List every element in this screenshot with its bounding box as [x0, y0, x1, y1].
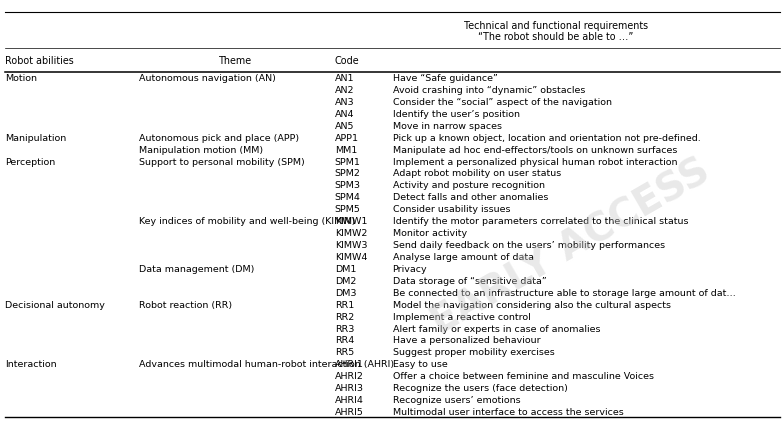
- Text: “The robot should be able to …”: “The robot should be able to …”: [479, 32, 633, 42]
- Text: Robot abilities: Robot abilities: [5, 56, 74, 66]
- Text: Have “Safe guidance”: Have “Safe guidance”: [393, 74, 497, 83]
- Text: EARLY ACCESS: EARLY ACCESS: [425, 152, 717, 342]
- Text: KIMW4: KIMW4: [335, 252, 367, 261]
- Text: RR2: RR2: [335, 312, 354, 321]
- Text: SPM3: SPM3: [335, 181, 361, 190]
- Text: Monitor activity: Monitor activity: [393, 229, 467, 238]
- Text: Perception: Perception: [5, 157, 55, 166]
- Text: Detect falls and other anomalies: Detect falls and other anomalies: [393, 193, 548, 202]
- Text: Easy to use: Easy to use: [393, 360, 447, 368]
- Text: Code: Code: [335, 56, 359, 66]
- Text: Robot reaction (RR): Robot reaction (RR): [139, 300, 232, 309]
- Text: Manipulate ad hoc end-effectors/tools on unknown surfaces: Manipulate ad hoc end-effectors/tools on…: [393, 145, 677, 154]
- Text: RR3: RR3: [335, 324, 354, 333]
- Text: RR4: RR4: [335, 336, 354, 345]
- Text: Data storage of “sensitive data”: Data storage of “sensitive data”: [393, 276, 547, 285]
- Text: AN2: AN2: [335, 86, 354, 95]
- Text: Recognize users’ emotions: Recognize users’ emotions: [393, 395, 520, 404]
- Text: Adapt robot mobility on user status: Adapt robot mobility on user status: [393, 169, 561, 178]
- Text: SPM1: SPM1: [335, 157, 361, 166]
- Text: AN3: AN3: [335, 98, 354, 106]
- Text: Send daily feedback on the users’ mobility performances: Send daily feedback on the users’ mobili…: [393, 240, 665, 250]
- Text: RR5: RR5: [335, 348, 354, 357]
- Text: KIMW3: KIMW3: [335, 240, 368, 250]
- Text: Key indices of mobility and well-being (KIMW): Key indices of mobility and well-being (…: [139, 217, 356, 226]
- Text: SPM2: SPM2: [335, 169, 361, 178]
- Text: Implement a personalized physical human robot interaction: Implement a personalized physical human …: [393, 157, 677, 166]
- Text: AN5: AN5: [335, 121, 354, 130]
- Text: Decisional autonomy: Decisional autonomy: [5, 300, 105, 309]
- Text: AN1: AN1: [335, 74, 354, 83]
- Text: DM1: DM1: [335, 264, 356, 273]
- Text: Pick up a known object, location and orientation not pre-defined.: Pick up a known object, location and ori…: [393, 133, 701, 142]
- Text: APP1: APP1: [335, 133, 359, 142]
- Text: Technical and functional requirements: Technical and functional requirements: [464, 21, 648, 31]
- Text: Consider usability issues: Consider usability issues: [393, 205, 510, 214]
- Text: Manipulation motion (MM): Manipulation motion (MM): [139, 145, 264, 154]
- Text: Avoid crashing into “dynamic” obstacles: Avoid crashing into “dynamic” obstacles: [393, 86, 585, 95]
- Text: SPM5: SPM5: [335, 205, 361, 214]
- Text: Data management (DM): Data management (DM): [139, 264, 255, 273]
- Text: Offer a choice between feminine and masculine Voices: Offer a choice between feminine and masc…: [393, 371, 654, 380]
- Text: Implement a reactive control: Implement a reactive control: [393, 312, 530, 321]
- Text: Support to personal mobility (SPM): Support to personal mobility (SPM): [139, 157, 305, 166]
- Text: AHRI4: AHRI4: [335, 395, 364, 404]
- Text: KIMW2: KIMW2: [335, 229, 367, 238]
- Text: SPM4: SPM4: [335, 193, 361, 202]
- Text: Be connected to an infrastructure able to storage large amount of dat…: Be connected to an infrastructure able t…: [393, 288, 735, 297]
- Text: Activity and posture recognition: Activity and posture recognition: [393, 181, 544, 190]
- Text: MM1: MM1: [335, 145, 357, 154]
- Text: Recognize the users (face detection): Recognize the users (face detection): [393, 383, 568, 392]
- Text: DM3: DM3: [335, 288, 356, 297]
- Text: Suggest proper mobility exercises: Suggest proper mobility exercises: [393, 348, 554, 357]
- Text: Autonomous pick and place (APP): Autonomous pick and place (APP): [139, 133, 300, 142]
- Text: AN4: AN4: [335, 109, 354, 118]
- Text: Analyse large amount of data: Analyse large amount of data: [393, 252, 533, 261]
- Text: AHRI1: AHRI1: [335, 360, 364, 368]
- Text: Advances multimodal human-robot interaction (AHRI): Advances multimodal human-robot interact…: [139, 360, 394, 368]
- Text: KIMW1: KIMW1: [335, 217, 367, 226]
- Text: Autonomous navigation (AN): Autonomous navigation (AN): [139, 74, 276, 83]
- Text: Manipulation: Manipulation: [5, 133, 66, 142]
- Text: Interaction: Interaction: [5, 360, 56, 368]
- Text: Privacy: Privacy: [393, 264, 427, 273]
- Text: Theme: Theme: [219, 56, 253, 66]
- Text: DM2: DM2: [335, 276, 356, 285]
- Text: Identify the user’s position: Identify the user’s position: [393, 109, 519, 118]
- Text: RR1: RR1: [335, 300, 354, 309]
- Text: Alert family or experts in case of anomalies: Alert family or experts in case of anoma…: [393, 324, 600, 333]
- Text: Model the navigation considering also the cultural aspects: Model the navigation considering also th…: [393, 300, 670, 309]
- Text: AHRI3: AHRI3: [335, 383, 364, 392]
- Text: Multimodal user interface to access the services: Multimodal user interface to access the …: [393, 407, 623, 416]
- Text: Move in narrow spaces: Move in narrow spaces: [393, 121, 501, 130]
- Text: Motion: Motion: [5, 74, 37, 83]
- Text: Identify the motor parameters correlated to the clinical status: Identify the motor parameters correlated…: [393, 217, 688, 226]
- Text: AHRI2: AHRI2: [335, 371, 364, 380]
- Text: Have a personalized behaviour: Have a personalized behaviour: [393, 336, 540, 345]
- Text: Consider the “social” aspect of the navigation: Consider the “social” aspect of the navi…: [393, 98, 612, 106]
- Text: AHRI5: AHRI5: [335, 407, 364, 416]
